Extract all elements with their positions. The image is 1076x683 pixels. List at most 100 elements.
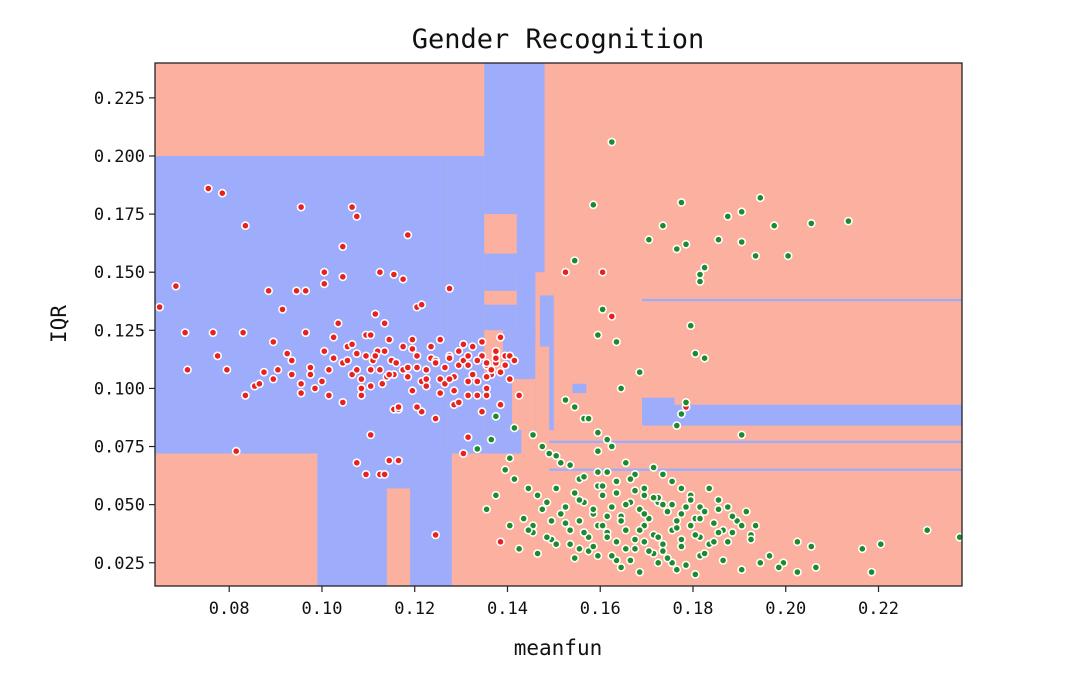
data-point-red [505, 374, 515, 384]
data-point-green [621, 525, 631, 535]
data-point-green [857, 544, 867, 554]
data-point-green [500, 465, 510, 475]
data-point-green [714, 528, 723, 537]
data-point-red [458, 339, 468, 349]
data-point-red [238, 328, 248, 337]
data-point-green [658, 546, 668, 556]
data-point-green [723, 537, 733, 547]
data-point-green [544, 449, 554, 458]
data-point-red [463, 432, 473, 442]
data-point-green [575, 495, 584, 505]
data-point-red [426, 342, 436, 351]
data-point-red [264, 286, 273, 296]
data-point-red [183, 365, 192, 375]
data-point-green [751, 521, 760, 530]
data-point-green [658, 469, 668, 479]
data-point-green [537, 442, 547, 451]
data-point-red [384, 335, 394, 344]
data-point-green [672, 516, 682, 526]
data-point-green [737, 430, 747, 440]
data-point-green [575, 544, 584, 554]
data-point-red [333, 318, 343, 328]
data-point-green [510, 423, 519, 433]
data-point-green [677, 409, 686, 419]
data-point-green [616, 563, 626, 572]
data-point-green [667, 476, 677, 486]
data-point-red [435, 388, 445, 398]
data-point-green [677, 198, 686, 207]
x-tick-label: 0.12 [394, 599, 435, 619]
data-point-red [282, 349, 292, 358]
data-point-red [561, 267, 570, 277]
data-point-red [222, 365, 232, 375]
y-axis-ticks: 0.025 0.050 0.075 0.100 0.125 0.150 0.175 0.200… [94, 89, 155, 574]
data-point-green [514, 544, 524, 554]
decision-region-6 [516, 267, 536, 342]
data-point-green [681, 502, 691, 512]
data-point-green [700, 507, 709, 516]
data-point-red [231, 446, 241, 456]
data-point-red [431, 414, 440, 423]
data-point-red [421, 374, 431, 384]
data-point-green [593, 446, 603, 456]
data-point-green [588, 542, 598, 551]
data-point-green [672, 244, 682, 254]
data-point-red [468, 370, 478, 379]
data-point-green [561, 518, 570, 528]
data-point-green [867, 567, 876, 577]
data-point-red [278, 304, 287, 314]
data-point-green [561, 395, 570, 405]
data-point-red [510, 356, 519, 365]
data-point-red [380, 346, 389, 356]
data-point-red [431, 530, 440, 540]
data-point-red [366, 330, 376, 340]
data-point-green [579, 472, 589, 482]
data-point-green [602, 435, 612, 444]
data-point-red [477, 407, 487, 417]
data-point-red [296, 202, 306, 212]
data-point-green [593, 428, 603, 437]
data-point-green [723, 502, 733, 512]
data-point-green [551, 451, 561, 461]
data-point-green [635, 567, 645, 577]
data-point-red [343, 356, 352, 365]
data-point-green [602, 467, 612, 477]
data-point-green [519, 514, 529, 523]
data-point-green [537, 504, 547, 514]
data-point-red [403, 230, 413, 240]
data-point-green [677, 483, 686, 493]
data-point-green [681, 560, 691, 570]
data-point-red [421, 381, 431, 391]
data-point-red [472, 376, 482, 386]
decision-region-4 [484, 214, 517, 254]
data-point-green [524, 483, 533, 493]
data-point-red [352, 458, 362, 468]
data-point-green [616, 516, 626, 526]
y-tick-label: 0.150 [94, 263, 145, 283]
data-point-red [463, 390, 473, 400]
data-point-red [208, 328, 218, 337]
data-point-green [663, 553, 672, 563]
data-point-red [356, 374, 366, 384]
data-points [155, 137, 962, 579]
decision-region-11 [549, 295, 554, 431]
data-point-green [584, 414, 593, 423]
data-point-green [575, 516, 584, 526]
data-point-green [681, 397, 691, 407]
data-point-green [844, 216, 853, 226]
data-point-red [496, 367, 505, 377]
data-point-green [704, 483, 714, 493]
data-point-green [556, 458, 566, 468]
decision-region-20 [642, 298, 962, 302]
decision-region-21 [572, 383, 587, 394]
x-tick-label: 0.10 [301, 599, 342, 619]
x-tick-label: 0.08 [209, 599, 250, 619]
data-point-green [955, 532, 962, 542]
data-point-green [570, 402, 580, 412]
data-point-green [672, 523, 682, 533]
data-point-green [686, 495, 696, 505]
data-point-green [677, 509, 686, 519]
data-point-green [793, 537, 802, 547]
data-point-red [486, 365, 496, 375]
data-point-green [598, 490, 607, 500]
